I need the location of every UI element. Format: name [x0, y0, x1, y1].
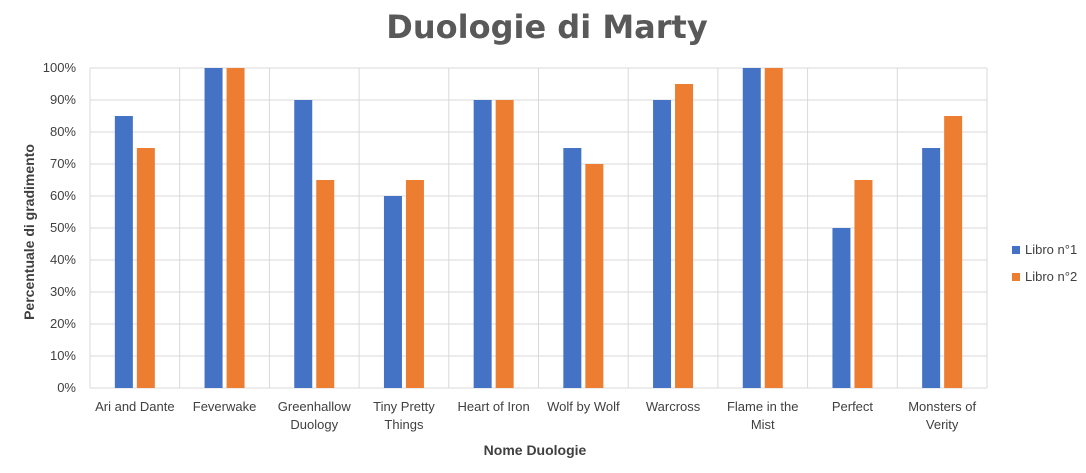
y-tick-label: 10%: [50, 348, 76, 363]
legend: Libro n°1 Libro n°2: [1012, 242, 1077, 284]
x-tick-label: Flame in the: [727, 399, 799, 414]
bar: [563, 148, 582, 388]
x-tick-label: Feverwake: [193, 399, 257, 414]
bar: [585, 164, 604, 388]
bar: [944, 116, 963, 388]
x-tick-label: Heart of Iron: [458, 399, 530, 414]
x-axis-ticks: Ari and Dante Feverwake Greenhallow Duology…: [95, 399, 976, 432]
bar: [832, 228, 851, 388]
y-tick-label: 50%: [50, 220, 76, 235]
bar: [226, 68, 245, 388]
y-axis-ticks: 0% 10% 20% 30% 40% 50% 60% 70% 80% 90% 100%: [43, 60, 77, 395]
y-tick-label: 0%: [57, 380, 76, 395]
y-tick-label: 70%: [50, 156, 76, 171]
y-tick-label: 80%: [50, 124, 76, 139]
x-tick-label: Things: [384, 417, 424, 432]
bar: [204, 68, 223, 388]
bar: [764, 68, 783, 388]
x-tick-label: Warcross: [646, 399, 701, 414]
x-tick-label: Wolf by Wolf: [547, 399, 620, 414]
chart-title: Duologie di Marty: [386, 8, 708, 46]
x-tick-label: Mist: [751, 417, 775, 432]
x-tick-label: Verity: [926, 417, 959, 432]
bar: [405, 180, 424, 388]
y-tick-label: 60%: [50, 188, 76, 203]
legend-label: Libro n°1: [1025, 242, 1077, 257]
y-tick-label: 100%: [43, 60, 77, 75]
bar: [114, 116, 133, 388]
bar: [675, 84, 694, 388]
y-axis-title: Percentuale di gradimento: [21, 144, 37, 320]
bars: [114, 68, 963, 388]
bar: [473, 100, 492, 388]
bar: [383, 196, 402, 388]
y-tick-label: 20%: [50, 316, 76, 331]
legend-label: Libro n°2: [1025, 269, 1077, 284]
bar: [316, 180, 335, 388]
gridlines: [89, 67, 988, 389]
bar: [495, 100, 514, 388]
bar: [653, 100, 672, 388]
bar: [854, 180, 873, 388]
x-tick-label: Perfect: [832, 399, 874, 414]
y-tick-label: 90%: [50, 92, 76, 107]
x-tick-label: Ari and Dante: [95, 399, 175, 414]
bar: [742, 68, 761, 388]
legend-swatch: [1012, 273, 1020, 281]
x-axis-title: Nome Duologie: [484, 442, 587, 458]
x-tick-label: Greenhallow: [278, 399, 352, 414]
legend-swatch: [1012, 246, 1020, 254]
bar: [136, 148, 155, 388]
bar: [294, 100, 313, 388]
x-tick-label: Tiny Pretty: [373, 399, 435, 414]
bar: [922, 148, 941, 388]
y-tick-label: 40%: [50, 252, 76, 267]
y-tick-label: 30%: [50, 284, 76, 299]
x-tick-label: Monsters of: [908, 399, 976, 414]
x-tick-label: Duology: [290, 417, 338, 432]
